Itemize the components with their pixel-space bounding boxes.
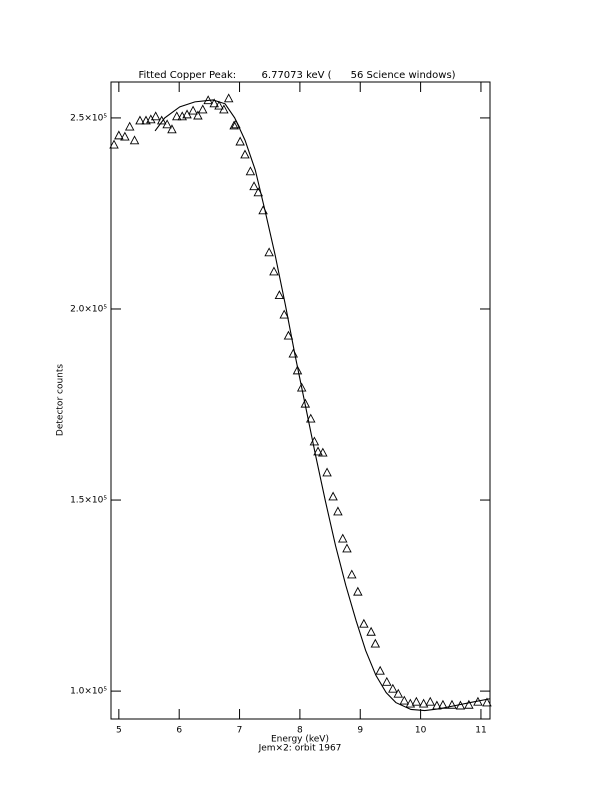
data-point <box>318 447 328 457</box>
data-point <box>342 543 352 553</box>
data-point <box>114 130 124 140</box>
plot-frame <box>110 81 491 720</box>
y-tick-label: 2.0×10⁵ <box>70 304 107 314</box>
data-point <box>235 136 245 146</box>
data-point <box>309 436 320 446</box>
data-point <box>109 139 119 149</box>
data-point <box>447 699 457 709</box>
data-point <box>245 166 256 176</box>
data-point <box>388 683 398 693</box>
y-axis-label: Detector counts <box>56 364 66 436</box>
data-point <box>156 115 167 125</box>
x-tick-label: 7 <box>237 726 243 736</box>
data-point <box>306 413 316 423</box>
data-point <box>405 698 416 708</box>
data-point <box>370 638 381 648</box>
chart-title: Fitted Copper Peak: 6.77073 keV ( 56 Sci… <box>138 70 455 81</box>
x-tick-label: 8 <box>297 726 303 736</box>
data-point <box>399 695 410 705</box>
data-point <box>214 100 224 110</box>
data-point <box>347 569 357 579</box>
data-point <box>264 247 274 257</box>
data-point <box>296 382 307 392</box>
data-point <box>418 698 429 708</box>
data-point <box>359 618 369 628</box>
x-tick-label: 5 <box>116 726 122 736</box>
x-tick-label: 6 <box>176 726 182 736</box>
data-point <box>197 104 208 114</box>
x-tick-label: 11 <box>475 726 486 736</box>
data-point <box>269 266 279 276</box>
data-point <box>240 149 250 159</box>
data-point <box>366 626 376 636</box>
data-point <box>188 105 198 115</box>
data-point <box>328 491 338 501</box>
data-point <box>375 665 385 675</box>
data-point <box>288 348 299 358</box>
data-point <box>193 110 203 120</box>
data-point <box>322 467 332 477</box>
data-point <box>382 676 392 686</box>
data-point <box>292 365 303 375</box>
data-point <box>219 104 229 114</box>
data-point <box>274 290 285 300</box>
data-point <box>167 124 177 134</box>
data-point <box>353 586 363 596</box>
data-point <box>223 93 234 103</box>
caption: Jem×2: orbit 1967 <box>258 744 342 754</box>
data-point <box>464 699 474 709</box>
data-point <box>393 688 404 698</box>
data-point <box>249 181 259 191</box>
data-point <box>162 119 172 129</box>
data-point <box>135 115 145 125</box>
data-point <box>425 696 436 706</box>
x-tick-label: 9 <box>357 726 363 736</box>
data-point <box>482 697 492 707</box>
fit-curve <box>154 99 491 712</box>
data-point <box>146 114 156 124</box>
data-point <box>313 446 323 456</box>
data-point <box>129 135 140 145</box>
data-point <box>333 506 343 516</box>
data-point <box>120 131 130 141</box>
data-point <box>124 121 135 131</box>
data-point <box>150 111 161 121</box>
data-point <box>283 330 294 340</box>
x-tick-label: 10 <box>415 726 427 736</box>
x-axis-label: Energy (keV) <box>271 735 329 745</box>
y-tick-label: 1.5×10⁵ <box>70 496 107 506</box>
data-point <box>209 98 219 108</box>
data-point <box>229 120 239 130</box>
data-point <box>337 533 348 543</box>
data-point <box>411 696 422 706</box>
y-tick-label: 1.0×10⁵ <box>70 687 107 697</box>
data-point <box>172 111 182 121</box>
data-point <box>279 309 289 319</box>
y-tick-label: 2.5×10⁵ <box>70 113 107 123</box>
